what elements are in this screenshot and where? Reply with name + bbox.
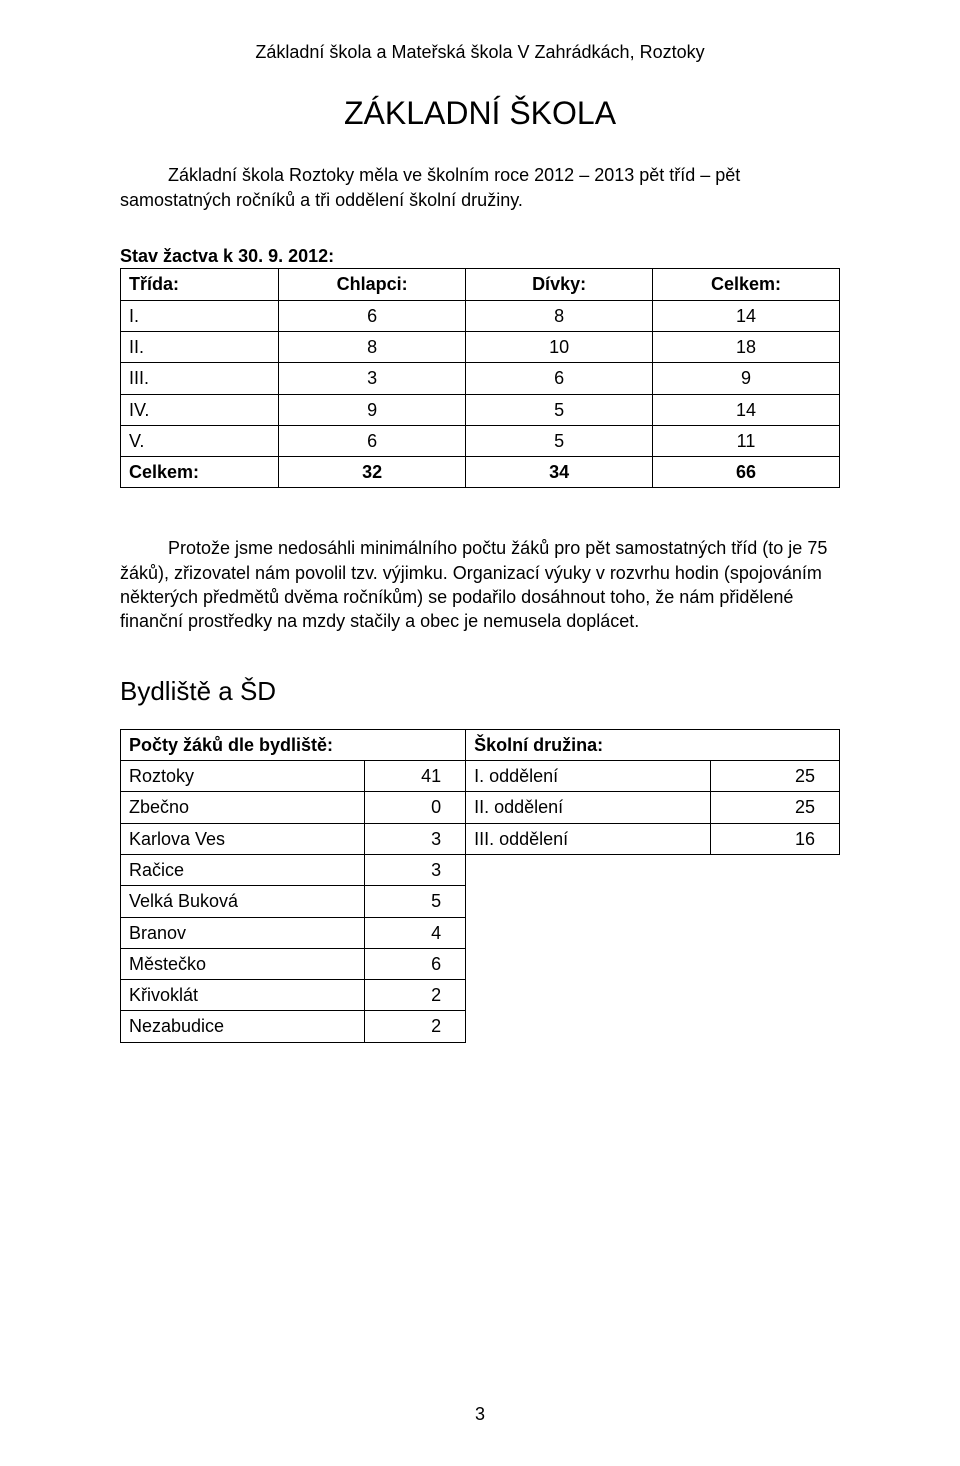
- cell-boys: 3: [279, 363, 466, 394]
- cell-dru-label: I. oddělení: [466, 761, 710, 792]
- cell-boys: 6: [279, 300, 466, 331]
- cell-empty: [710, 854, 839, 885]
- intro-paragraph: Základní škola Roztoky měla ve školním r…: [120, 163, 840, 212]
- cell-empty: [466, 917, 710, 948]
- th-boys: Chlapci:: [279, 269, 466, 300]
- cell-res-val: 0: [365, 792, 466, 823]
- cell-res-label: Nezabudice: [121, 1011, 365, 1042]
- table-row: Račice 3: [121, 854, 840, 885]
- cell-res-label: Velká Buková: [121, 886, 365, 917]
- cell-dru-val: 25: [710, 761, 839, 792]
- cell-total: 66: [653, 457, 840, 488]
- table-row: I. 6 8 14: [121, 300, 840, 331]
- table-row: Velká Buková 5: [121, 886, 840, 917]
- cell-dru-label: III. oddělení: [466, 823, 710, 854]
- cell-girls: 34: [466, 457, 653, 488]
- document-page: Základní škola a Mateřská škola V Zahrád…: [0, 0, 960, 1466]
- cell-res-label: Račice: [121, 854, 365, 885]
- cell-res-label: Městečko: [121, 948, 365, 979]
- table-header-row: Třída: Chlapci: Dívky: Celkem:: [121, 269, 840, 300]
- residence-table: Počty žáků dle bydliště: Školní družina:…: [120, 729, 840, 1043]
- enrollment-table: Třída: Chlapci: Dívky: Celkem: I. 6 8 14…: [120, 268, 840, 488]
- cell-boys: 8: [279, 331, 466, 362]
- cell-total: 18: [653, 331, 840, 362]
- cell-empty: [710, 980, 839, 1011]
- cell-res-val: 2: [365, 1011, 466, 1042]
- cell-girls: 8: [466, 300, 653, 331]
- cell-res-val: 5: [365, 886, 466, 917]
- cell-empty: [710, 948, 839, 979]
- cell-empty: [710, 917, 839, 948]
- cell-res-label: Karlova Ves: [121, 823, 365, 854]
- page-title: ZÁKLADNÍ ŠKOLA: [120, 92, 840, 135]
- table-sum-row: Celkem: 32 34 66: [121, 457, 840, 488]
- th-druzina: Školní družina:: [466, 729, 840, 760]
- cell-res-val: 2: [365, 980, 466, 1011]
- cell-label: V.: [121, 425, 279, 456]
- section-title-residence: Bydliště a ŠD: [120, 674, 840, 709]
- cell-boys: 32: [279, 457, 466, 488]
- cell-empty: [710, 886, 839, 917]
- cell-empty: [466, 1011, 710, 1042]
- table1-caption: Stav žactva k 30. 9. 2012:: [120, 244, 840, 268]
- th-total: Celkem:: [653, 269, 840, 300]
- cell-empty: [466, 948, 710, 979]
- cell-empty: [710, 1011, 839, 1042]
- table-row: Karlova Ves 3 III. oddělení 16: [121, 823, 840, 854]
- cell-total: 14: [653, 394, 840, 425]
- cell-res-val: 4: [365, 917, 466, 948]
- cell-res-label: Křivoklát: [121, 980, 365, 1011]
- table-row: III. 3 6 9: [121, 363, 840, 394]
- cell-total: 9: [653, 363, 840, 394]
- cell-res-val: 3: [365, 823, 466, 854]
- cell-dru-val: 25: [710, 792, 839, 823]
- th-girls: Dívky:: [466, 269, 653, 300]
- cell-res-label: Branov: [121, 917, 365, 948]
- cell-total: 14: [653, 300, 840, 331]
- cell-res-label: Roztoky: [121, 761, 365, 792]
- table-row: Roztoky 41 I. oddělení 25: [121, 761, 840, 792]
- cell-res-label: Zbečno: [121, 792, 365, 823]
- cell-empty: [466, 980, 710, 1011]
- cell-total: 11: [653, 425, 840, 456]
- table-row: V. 6 5 11: [121, 425, 840, 456]
- cell-label: I.: [121, 300, 279, 331]
- cell-label: II.: [121, 331, 279, 362]
- table-row: Zbečno 0 II. oddělení 25: [121, 792, 840, 823]
- cell-res-val: 3: [365, 854, 466, 885]
- cell-label: IV.: [121, 394, 279, 425]
- cell-girls: 6: [466, 363, 653, 394]
- cell-girls: 5: [466, 394, 653, 425]
- table-row: Branov 4: [121, 917, 840, 948]
- cell-res-val: 6: [365, 948, 466, 979]
- cell-res-val: 41: [365, 761, 466, 792]
- cell-empty: [466, 886, 710, 917]
- cell-label: III.: [121, 363, 279, 394]
- cell-dru-label: II. oddělení: [466, 792, 710, 823]
- table-row: II. 8 10 18: [121, 331, 840, 362]
- table-row: Městečko 6: [121, 948, 840, 979]
- table-row: IV. 9 5 14: [121, 394, 840, 425]
- th-residence: Počty žáků dle bydliště:: [121, 729, 466, 760]
- cell-dru-val: 16: [710, 823, 839, 854]
- cell-boys: 9: [279, 394, 466, 425]
- cell-empty: [466, 854, 710, 885]
- th-class: Třída:: [121, 269, 279, 300]
- table-header-row: Počty žáků dle bydliště: Školní družina:: [121, 729, 840, 760]
- cell-label: Celkem:: [121, 457, 279, 488]
- cell-girls: 5: [466, 425, 653, 456]
- cell-girls: 10: [466, 331, 653, 362]
- cell-boys: 6: [279, 425, 466, 456]
- table-row: Nezabudice 2: [121, 1011, 840, 1042]
- exception-paragraph: Protože jsme nedosáhli minimálního počtu…: [120, 536, 840, 633]
- running-header: Základní škola a Mateřská škola V Zahrád…: [120, 40, 840, 64]
- table-row: Křivoklát 2: [121, 980, 840, 1011]
- page-number: 3: [0, 1402, 960, 1426]
